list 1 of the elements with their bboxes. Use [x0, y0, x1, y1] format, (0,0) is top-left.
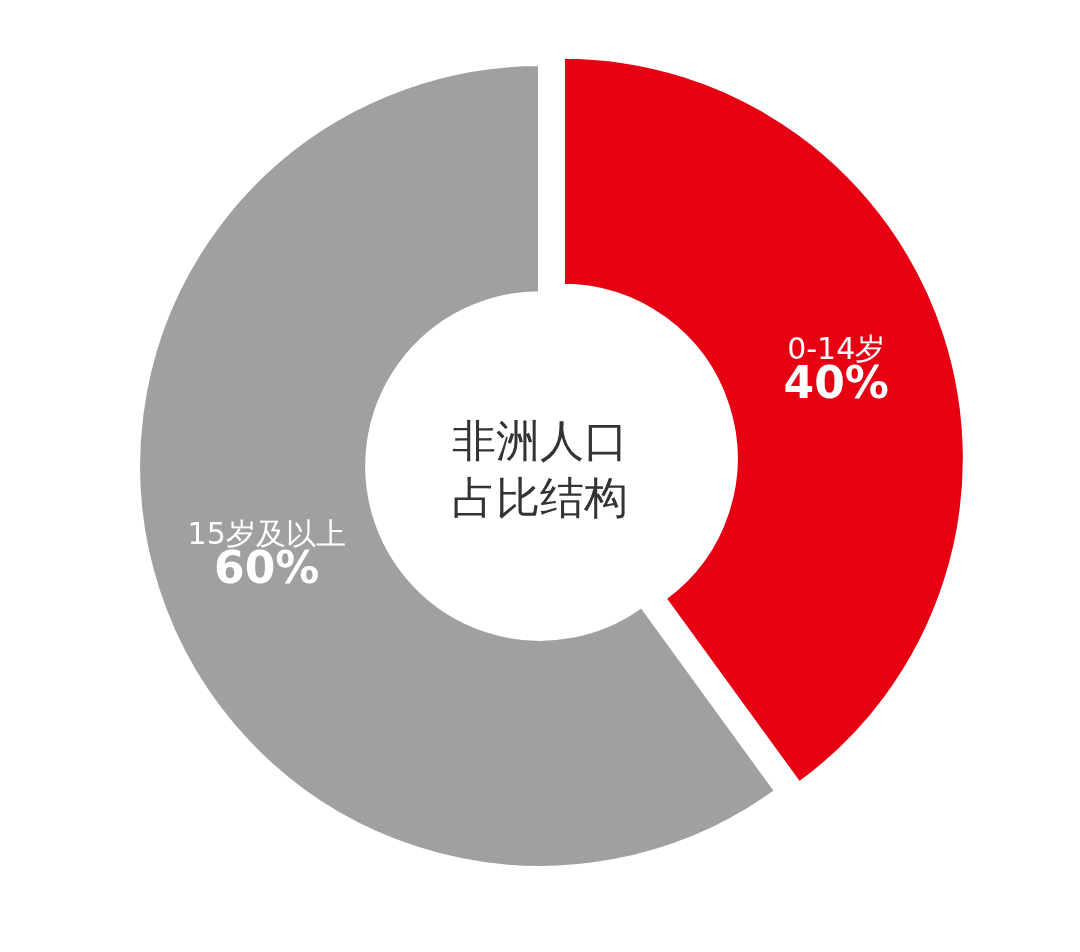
text: 非洲人口占比结构	[452, 414, 628, 524]
